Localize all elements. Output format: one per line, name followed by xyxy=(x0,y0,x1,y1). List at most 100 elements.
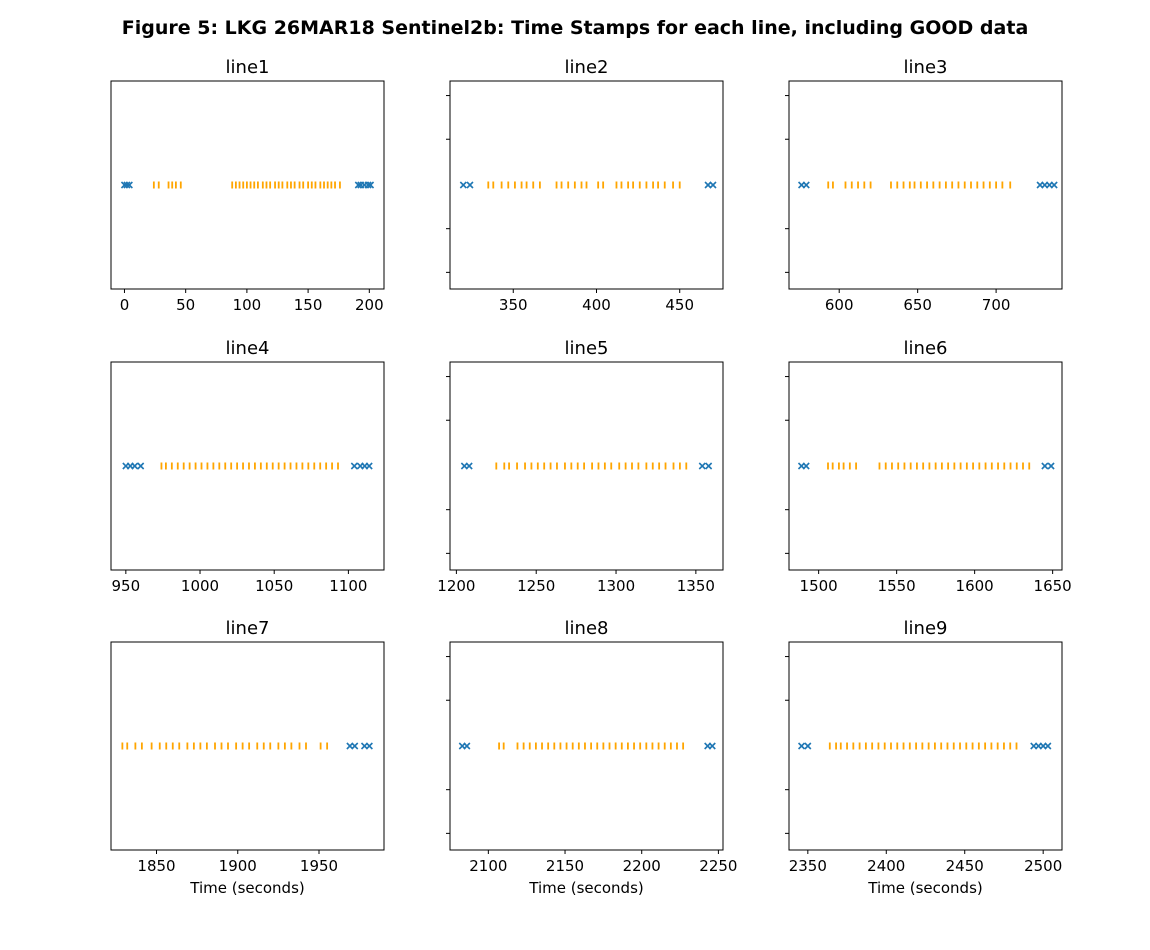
timestamp-x-stroke xyxy=(1041,462,1049,470)
timestamp-x-mark xyxy=(802,462,810,470)
timestamp-x-mark xyxy=(465,462,473,470)
x-tick-label: 1300 xyxy=(597,577,635,595)
axes-frame xyxy=(110,641,385,851)
axes-frame xyxy=(110,361,385,571)
x-tick-label: 2350 xyxy=(789,857,827,875)
timestamp-x-stroke xyxy=(1050,181,1058,189)
timestamp-x-stroke xyxy=(802,462,810,470)
x-tick-label: 150 xyxy=(294,296,323,314)
x-tick-label: 600 xyxy=(825,296,854,314)
subplot-title: line4 xyxy=(226,338,270,359)
timestamp-x-stroke xyxy=(137,462,145,470)
x-tick-label: 1900 xyxy=(219,857,257,875)
x-tick-label: 650 xyxy=(903,296,932,314)
axes-frame xyxy=(110,80,385,290)
timestamp-x-stroke xyxy=(354,181,362,189)
subplot-line1: line1 0 50 100 150 200 xyxy=(110,57,385,314)
x-tick-label: 0 xyxy=(120,296,130,314)
subplot-title: line5 xyxy=(565,338,609,359)
timestamp-x-mark xyxy=(364,181,372,189)
timestamp-x-stroke xyxy=(350,462,358,470)
x-tick-label: 2250 xyxy=(699,857,737,875)
timestamp-x-mark xyxy=(708,742,716,750)
timestamp-x-mark xyxy=(1047,462,1055,470)
x-tick-label: 1650 xyxy=(1034,577,1072,595)
x-tick-label: 450 xyxy=(665,296,694,314)
subplot-title: line3 xyxy=(904,57,948,78)
axes-frame xyxy=(788,361,1063,571)
timestamp-x-stroke xyxy=(802,181,810,189)
x-tick-label: 1500 xyxy=(800,577,838,595)
axes-frame xyxy=(449,80,724,290)
timestamp-x-mark xyxy=(705,462,713,470)
subplot-line4: line4 950 1000 1050 1100 xyxy=(110,338,385,595)
x-tick-label: 700 xyxy=(982,296,1011,314)
timestamp-x-stroke xyxy=(708,742,716,750)
x-tick-label: 1850 xyxy=(137,857,175,875)
x-tick-label: 2100 xyxy=(469,857,507,875)
axes-frame xyxy=(788,80,1063,290)
subplot-title: line8 xyxy=(565,618,609,639)
timestamp-x-mark xyxy=(709,181,717,189)
x-tick-label: 1950 xyxy=(300,857,338,875)
x-tick-label: 400 xyxy=(582,296,611,314)
x-tick-label: 2450 xyxy=(946,857,984,875)
timestamp-x-stroke xyxy=(365,742,373,750)
subplot-line6: line6 1500 1550 1600 1650 xyxy=(785,338,1072,595)
timestamp-x-mark xyxy=(350,462,358,470)
timestamp-x-mark xyxy=(123,181,131,189)
x-tick-label: 2500 xyxy=(1024,857,1062,875)
timestamp-x-mark xyxy=(137,462,145,470)
x-tick-label: 1100 xyxy=(329,577,367,595)
timestamp-x-mark xyxy=(351,742,359,750)
timestamp-x-mark xyxy=(354,181,362,189)
timestamp-x-stroke xyxy=(131,462,139,470)
timestamp-x-stroke xyxy=(797,742,806,750)
timestamp-x-mark xyxy=(366,181,375,189)
timestamp-x-mark xyxy=(131,462,139,470)
x-tick-label: 50 xyxy=(176,296,195,314)
timestamp-x-mark xyxy=(802,181,810,189)
x-tick-label: 2200 xyxy=(623,857,661,875)
timestamp-x-mark xyxy=(698,462,706,470)
x-tick-label: 350 xyxy=(499,296,528,314)
subplot-grid: line1 0 50 100 150 200 line2 350 400 450 line3 600 6… xyxy=(110,57,1072,897)
timestamp-x-stroke xyxy=(125,181,133,189)
subplot-line2: line2 350 400 450 xyxy=(446,57,724,314)
timestamp-x-mark xyxy=(1050,181,1058,189)
subplot-line7: line7 1850 1900 1950 Time (seconds) xyxy=(110,618,385,897)
timestamp-x-stroke xyxy=(351,742,359,750)
timestamp-x-mark xyxy=(804,742,812,750)
timestamp-x-stroke xyxy=(365,462,373,470)
timestamp-x-stroke xyxy=(459,181,467,189)
x-tick-label: 2150 xyxy=(546,857,584,875)
timestamp-x-stroke xyxy=(463,742,471,750)
x-tick-label: 1050 xyxy=(255,577,293,595)
timestamp-x-mark xyxy=(1044,742,1052,750)
x-tick-label: 1600 xyxy=(956,577,994,595)
x-tick-label: 1250 xyxy=(517,577,555,595)
subplot-line9: line9 2350 2400 2450 2500 Time (seconds) xyxy=(785,618,1063,897)
x-tick-label: 200 xyxy=(355,296,384,314)
timestamp-x-mark xyxy=(466,181,474,189)
x-tick-label: 100 xyxy=(233,296,262,314)
figure-title: Figure 5: LKG 26MAR18 Sentinel2b: Time S… xyxy=(122,17,1029,39)
x-tick-label: 1550 xyxy=(878,577,916,595)
timestamp-x-stroke xyxy=(709,181,717,189)
x-tick-label: 1350 xyxy=(677,577,715,595)
subplot-line5: line5 1200 1250 1300 1350 xyxy=(437,338,724,595)
timestamp-x-stroke xyxy=(123,181,131,189)
subplot-title: line1 xyxy=(226,57,270,78)
x-tick-label: 950 xyxy=(112,577,141,595)
x-tick-label: 1200 xyxy=(437,577,475,595)
timestamp-x-stroke xyxy=(804,742,812,750)
timestamp-x-mark xyxy=(365,462,373,470)
subplot-title: line9 xyxy=(904,618,948,639)
subplot-title: line2 xyxy=(565,57,609,78)
x-axis-label: Time (seconds) xyxy=(189,879,305,897)
subplot-title: line7 xyxy=(226,618,270,639)
axes-frame xyxy=(449,641,724,851)
x-axis-label: Time (seconds) xyxy=(867,879,983,897)
